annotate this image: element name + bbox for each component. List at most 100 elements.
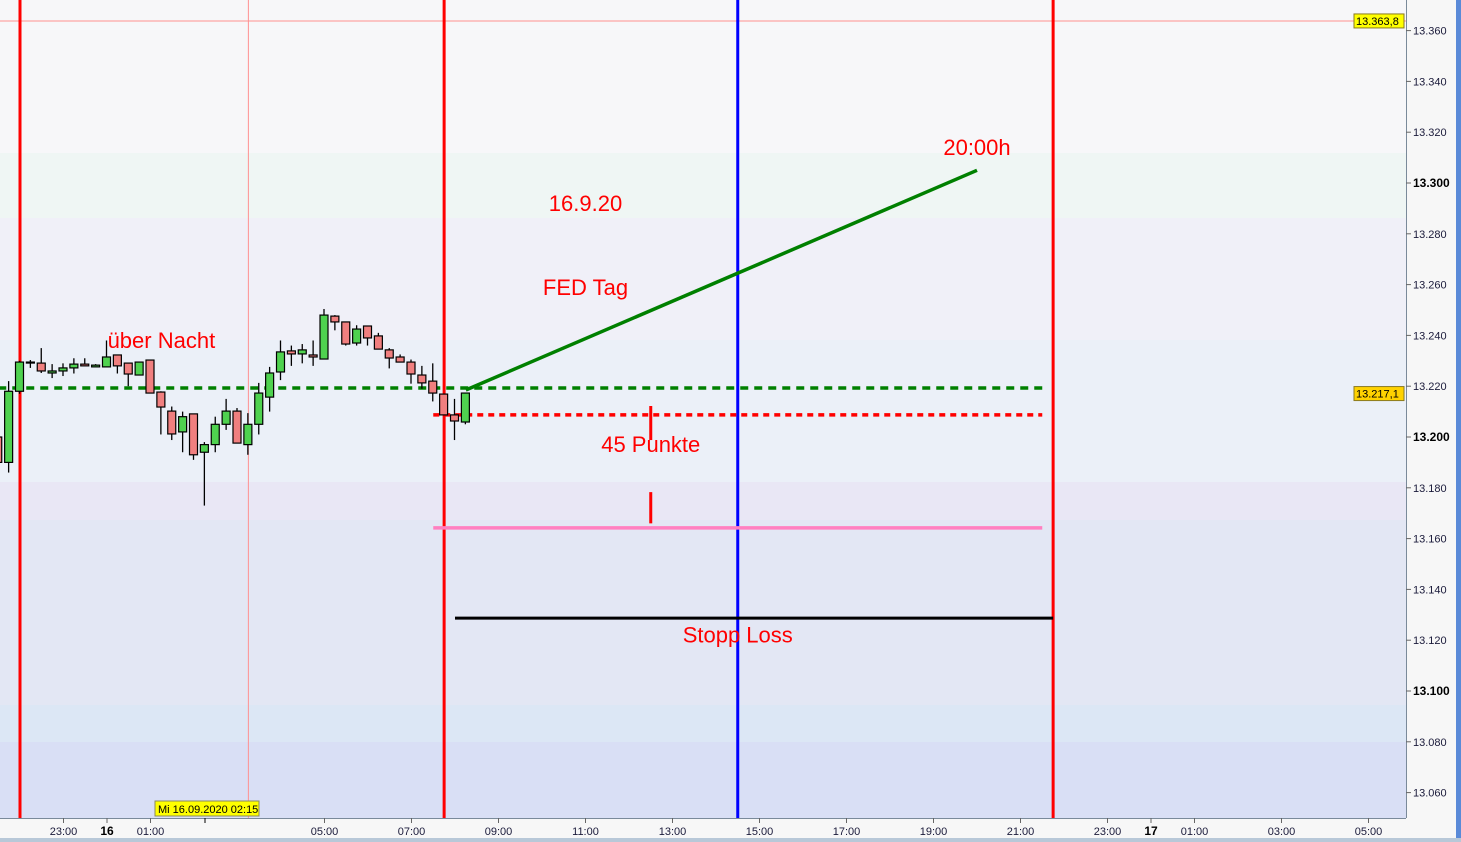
x-tick-label: 03:00 — [1268, 826, 1296, 838]
candles — [0, 308, 470, 506]
candle-up — [58, 367, 68, 372]
x-tick-label: 16 — [100, 824, 114, 838]
annotation-label: über Nacht — [108, 328, 216, 353]
x-tick-label: 21:00 — [1007, 826, 1035, 838]
background-band — [0, 153, 1406, 218]
candle-up — [254, 392, 264, 425]
window-edge — [1456, 0, 1461, 842]
y-tick-label: 13.180 — [1413, 483, 1447, 495]
x-tick-label: 09:00 — [485, 826, 513, 838]
candle-up — [101, 356, 112, 368]
trend-line — [465, 168, 978, 392]
candle-up — [91, 364, 101, 368]
candle-up — [199, 444, 209, 453]
background-band — [0, 0, 1406, 153]
candle-up — [352, 328, 362, 344]
candle-down — [406, 361, 416, 375]
y-tick-label: 13.300 — [1413, 176, 1450, 190]
y-tick-label: 13.140 — [1413, 584, 1447, 596]
x-tick-label: 19:00 — [920, 826, 948, 838]
candle-up — [4, 390, 14, 464]
candle-down — [341, 321, 351, 345]
y-tick-label: 13.160 — [1413, 534, 1447, 546]
window-edge — [0, 838, 1461, 842]
background-band — [0, 340, 1406, 482]
x-tick-label: 01:00 — [137, 826, 165, 838]
background-band — [0, 520, 1406, 705]
candle-down — [384, 349, 394, 359]
candle-down — [188, 413, 199, 456]
candle-up — [69, 363, 79, 369]
candle-down — [232, 410, 242, 444]
y-tick-label: 13.220 — [1413, 381, 1447, 393]
annotation-label: 20:00h — [943, 135, 1010, 160]
vertical-lines — [0, 0, 1406, 818]
y-tick-label: 13.080 — [1413, 737, 1447, 749]
candle-down — [439, 393, 449, 416]
y-tick-label: 13.320 — [1413, 127, 1447, 139]
candle-up — [25, 361, 35, 364]
last-price-badge-box — [1353, 386, 1405, 402]
price-axis[interactable]: 13.060 13.080 13.100 13.120 13.140 13.160 13.1… — [1353, 13, 1450, 800]
candle-up — [275, 351, 286, 373]
candle-down — [145, 359, 155, 394]
x-tick-label: 11:00 — [572, 826, 599, 838]
candle-up — [221, 410, 231, 425]
x-tick-label: 17:00 — [833, 826, 861, 838]
candle-up — [178, 416, 188, 433]
candle-up — [243, 423, 253, 446]
x-tick-label: 17 — [1144, 824, 1158, 838]
crosshair-price-badge-box — [1353, 13, 1405, 29]
crosshair-time-badge: Mi 16.09.2020 02:15 — [158, 804, 258, 816]
annotations: über Nacht 16.9.20 FED Tag 20:00h 45 Punkte S… — [108, 135, 1011, 648]
candle-up — [297, 349, 307, 355]
candle-down — [330, 315, 340, 323]
horizontal-lines — [0, 386, 1054, 620]
candle-down — [449, 414, 460, 422]
candle-down — [156, 391, 166, 408]
candle-down — [112, 354, 122, 367]
y-tick-label: 13.240 — [1413, 330, 1447, 342]
candle-down — [167, 410, 177, 435]
crosshair-time-badge-box — [154, 800, 260, 817]
candle-down — [373, 335, 383, 350]
y-tick-label: 13.100 — [1413, 684, 1450, 698]
annotation-label: Stopp Loss — [683, 623, 793, 648]
candle-down — [395, 356, 405, 363]
candle-down — [428, 380, 438, 394]
annotation-label: 16.9.20 — [549, 191, 622, 216]
candle-up — [134, 361, 144, 376]
drawing-overlay — [465, 168, 978, 524]
candle-down — [123, 362, 133, 375]
x-tick-label: 13:00 — [659, 826, 687, 838]
crosshair-price-badge: 13.363,8 — [1356, 16, 1399, 28]
x-tick-label: 23:00 — [50, 826, 78, 838]
x-tick-label: 01:00 — [1181, 826, 1209, 838]
candle-up — [14, 361, 25, 392]
x-tick-label: 15:00 — [746, 826, 774, 838]
y-tick-label: 13.060 — [1413, 788, 1447, 800]
candle-up — [265, 372, 275, 398]
background-band — [0, 482, 1406, 520]
candle-down — [286, 350, 296, 355]
background-band — [0, 705, 1406, 742]
y-tick-label: 13.260 — [1413, 280, 1447, 292]
annotation-label: 45 Punkte — [601, 432, 700, 457]
background-band — [0, 218, 1406, 340]
y-tick-label: 13.340 — [1413, 76, 1447, 88]
y-tick-label: 13.120 — [1413, 635, 1447, 647]
x-tick-label: 05:00 — [1355, 826, 1383, 838]
candle-up — [47, 370, 57, 374]
axis-panel — [1406, 0, 1461, 842]
candle-up — [210, 423, 220, 446]
last-price-badge: 13.217,1 — [1356, 389, 1399, 401]
candle-up — [319, 314, 329, 360]
time-axis[interactable]: 23:00 16 01:00 05:00 07:00 09:00 11:00 13:00 15:… — [50, 800, 1383, 838]
x-tick-label: 05:00 — [311, 826, 339, 838]
annotation-label: FED Tag — [543, 275, 628, 300]
candle-down — [417, 374, 427, 384]
candle-down — [80, 363, 90, 367]
candle-down — [36, 362, 46, 372]
